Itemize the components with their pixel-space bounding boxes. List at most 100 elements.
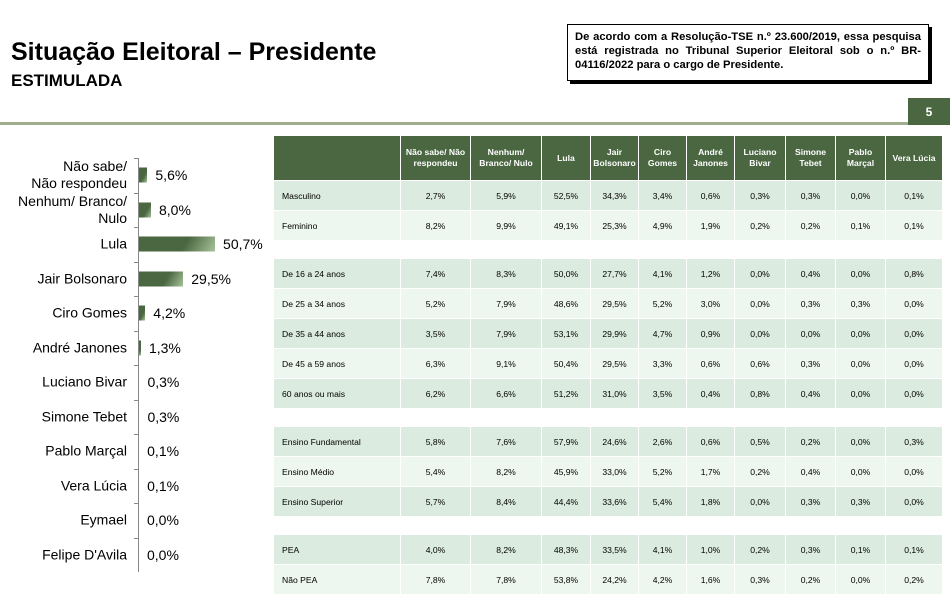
column-header: André Janones bbox=[687, 136, 734, 181]
chart-bar bbox=[139, 271, 184, 287]
chart-bar bbox=[139, 305, 146, 321]
axis-tick bbox=[134, 399, 139, 401]
chart-category-label: Vera Lúcia bbox=[60, 477, 127, 494]
vote-intention-bar-chart: Não sabe/ Não respondeu 5,6% Nenhum/ Branc… bbox=[0, 158, 270, 572]
chart-value-label: 0,1% bbox=[147, 477, 180, 494]
chart-row: Lula 50,7% bbox=[0, 227, 270, 262]
cell-value: 5,8% bbox=[401, 427, 470, 457]
cell-value: 53,1% bbox=[542, 319, 590, 349]
chart-row: Luciano Bivar 0,3% bbox=[0, 365, 270, 400]
cell-value: 29,9% bbox=[591, 319, 638, 349]
cell-value: 5,4% bbox=[639, 487, 686, 517]
cell-value: 4,1% bbox=[639, 535, 686, 565]
column-header: Jair Bolsonaro bbox=[591, 136, 638, 181]
cell-value: 0,0% bbox=[886, 319, 942, 349]
cell-value: 4,9% bbox=[639, 211, 686, 241]
chart-value-label: 0,3% bbox=[147, 408, 180, 425]
chart-value-label: 0,0% bbox=[147, 546, 179, 563]
cell-value: 0,0% bbox=[886, 349, 942, 379]
cell-value: 0,3% bbox=[886, 427, 942, 457]
cell-value: 0,2% bbox=[886, 565, 942, 595]
cell-value: 7,8% bbox=[471, 565, 541, 595]
cell-value: 33,6% bbox=[591, 487, 638, 517]
chart-row: Eymael 0,0% bbox=[0, 503, 270, 538]
cell-value: 0,0% bbox=[886, 457, 942, 487]
chart-category-label: Simone Tebet bbox=[41, 408, 127, 425]
table-row: De 35 a 44 anos 3,5% 7,9% 53,1% 29,9% 4,7% 0,9… bbox=[274, 319, 942, 349]
cell-value: 0,4% bbox=[786, 259, 835, 289]
cell-value: 29,5% bbox=[591, 289, 638, 319]
table-row: Feminino 8,2% 9,9% 49,1% 25,3% 4,9% 1,9% 0,2% 0,… bbox=[274, 211, 942, 241]
tse-registration-note: De acordo com a Resolução-TSE n.º 23.600… bbox=[567, 24, 929, 81]
cell-value: 57,9% bbox=[542, 427, 590, 457]
chart-category-label: Lula bbox=[100, 235, 127, 252]
cell-value: 25,3% bbox=[591, 211, 638, 241]
row-label: Masculino bbox=[274, 181, 400, 211]
table-row: De 16 a 24 anos 7,4% 8,3% 50,0% 27,7% 4,1% 1,2… bbox=[274, 259, 942, 289]
cell-value: 6,3% bbox=[401, 349, 470, 379]
cell-value: 6,2% bbox=[401, 379, 470, 409]
axis-tick bbox=[134, 192, 139, 194]
column-header: Ciro Gomes bbox=[639, 136, 686, 181]
crosstab-table: Não sabe/ Não respondeu Nenhum/ Branco/ N… bbox=[273, 136, 943, 595]
cell-value: 49,1% bbox=[542, 211, 590, 241]
row-label: PEA bbox=[274, 535, 400, 565]
axis-tick bbox=[134, 468, 139, 470]
chart-category-label: André Janones bbox=[32, 339, 127, 356]
cell-value: 0,3% bbox=[786, 487, 835, 517]
column-header: Simone Tebet bbox=[786, 136, 835, 181]
table-header-blank bbox=[274, 136, 400, 181]
table-row: 60 anos ou mais 6,2% 6,6% 51,2% 31,0% 3,5% 0,4… bbox=[274, 379, 942, 409]
chart-value-label: 8,0% bbox=[159, 201, 191, 218]
table-row: Não PEA 7,8% 7,8% 53,8% 24,2% 4,2% 1,6% 0,3% 0,2… bbox=[274, 565, 942, 595]
cell-value: 34,3% bbox=[591, 181, 638, 211]
chart-value-label: 29,5% bbox=[191, 270, 231, 287]
cell-value: 0,8% bbox=[886, 259, 942, 289]
chart-row: Nenhum/ Branco/ Nulo 8,0% bbox=[0, 193, 270, 228]
cell-value: 7,8% bbox=[401, 565, 470, 595]
cell-value: 29,5% bbox=[591, 349, 638, 379]
cell-value: 0,0% bbox=[735, 319, 785, 349]
cell-value: 33,0% bbox=[591, 457, 638, 487]
axis-tick bbox=[134, 261, 139, 263]
cell-value: 0,9% bbox=[687, 319, 734, 349]
cell-value: 44,4% bbox=[542, 487, 590, 517]
cell-value: 9,1% bbox=[471, 349, 541, 379]
cell-value: 5,9% bbox=[471, 181, 541, 211]
cell-value: 0,6% bbox=[687, 427, 734, 457]
chart-category-label: Nenhum/ Branco/ Nulo bbox=[18, 192, 127, 226]
cell-value: 0,1% bbox=[886, 535, 942, 565]
table-row: Ensino Fundamental 5,8% 7,6% 57,9% 24,6% 2,6%… bbox=[274, 427, 942, 457]
table-row: Ensino Médio 5,4% 8,2% 45,9% 33,0% 5,2% 1,7% 0,… bbox=[274, 457, 942, 487]
cell-value: 0,8% bbox=[735, 379, 785, 409]
row-label: Não PEA bbox=[274, 565, 400, 595]
table-row: De 45 a 59 anos 6,3% 9,1% 50,4% 29,5% 3,3% 0,6… bbox=[274, 349, 942, 379]
column-header: Não sabe/ Não respondeu bbox=[401, 136, 470, 181]
cell-value: 0,0% bbox=[836, 319, 885, 349]
cell-value: 48,6% bbox=[542, 289, 590, 319]
cell-value: 0,2% bbox=[786, 565, 835, 595]
cell-value: 0,0% bbox=[836, 349, 885, 379]
chart-value-label: 0,1% bbox=[147, 443, 180, 460]
cell-value: 0,3% bbox=[836, 289, 885, 319]
cell-value: 0,2% bbox=[735, 211, 785, 241]
cell-value: 0,2% bbox=[735, 457, 785, 487]
cell-value: 0,0% bbox=[886, 289, 942, 319]
table-row: PEA 4,0% 8,2% 48,3% 33,5% 4,1% 1,0% 0,2% 0,3% 0,1… bbox=[274, 535, 942, 565]
cell-value: 5,2% bbox=[639, 457, 686, 487]
cell-value: 7,6% bbox=[471, 427, 541, 457]
cell-value: 5,2% bbox=[401, 289, 470, 319]
cell-value: 0,0% bbox=[735, 259, 785, 289]
cell-value: 51,2% bbox=[542, 379, 590, 409]
row-label: De 16 a 24 anos bbox=[274, 259, 400, 289]
cell-value: 7,9% bbox=[471, 289, 541, 319]
cell-value: 0,5% bbox=[735, 427, 785, 457]
cell-value: 0,2% bbox=[786, 427, 835, 457]
cell-value: 0,3% bbox=[836, 487, 885, 517]
cell-value: 31,0% bbox=[591, 379, 638, 409]
chart-value-label: 5,6% bbox=[155, 167, 188, 184]
group-spacer bbox=[274, 241, 942, 259]
cell-value: 0,0% bbox=[836, 565, 885, 595]
axis-tick bbox=[134, 296, 139, 297]
axis-tick bbox=[134, 158, 139, 159]
